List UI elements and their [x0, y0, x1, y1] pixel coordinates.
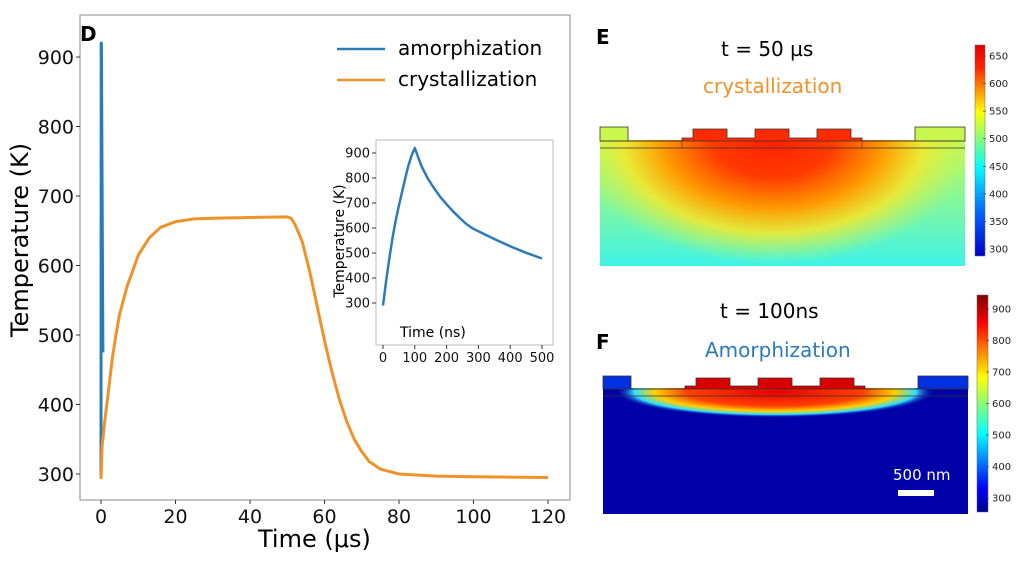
- colorbar-e-tick-label: 450: [989, 162, 1008, 173]
- colorbar-f-tick-label: 300: [992, 494, 1011, 505]
- main-x-tick-label: 40: [238, 506, 262, 528]
- inset-x-tick-label: 200: [434, 351, 459, 366]
- panel-f-time-label: t = 100ns: [720, 299, 819, 323]
- main-x-tick-label: 120: [530, 506, 566, 528]
- inset-y-tick-label: 600: [345, 222, 370, 237]
- main-y-tick-label: 500: [38, 325, 74, 347]
- scale-bar: [898, 490, 934, 496]
- inset-y-tick-label: 300: [345, 297, 370, 312]
- inset-y-tick-label: 400: [345, 272, 370, 287]
- colorbar-e-tick-label: 550: [989, 107, 1008, 118]
- colorbar-e-tick-label: 400: [989, 189, 1008, 200]
- main-series-amorphization-line: [99, 41, 105, 479]
- amorphization-heatmap: 300 400 500 600 700 800 900: [602, 294, 1011, 514]
- colorbar-f-tick-label: 400: [992, 462, 1011, 473]
- colorbar-e-tick-label: 300: [989, 245, 1008, 256]
- inset-x-axis-label: Time (ns): [400, 325, 466, 341]
- main-x-tick-label: 80: [387, 506, 411, 528]
- colorbar-e-tick-label: 600: [989, 79, 1008, 90]
- colorbar-f-tick-label: 700: [992, 368, 1011, 379]
- inset-temperature-plot: 0 100 200 300 400 500 300 400 500 600 700 800 900: [345, 139, 555, 366]
- main-x-tick-label: 100: [455, 506, 491, 528]
- main-series-crystallization-line: [99, 215, 549, 479]
- main-y-tick-label: 800: [38, 116, 74, 138]
- panel-f-process-label: Amorphization: [705, 338, 851, 362]
- colorbar-e-tick-label: 350: [989, 217, 1008, 228]
- inset-series-0-line: [381, 146, 543, 306]
- main-y-tick-label: 900: [38, 47, 74, 69]
- colorbar-e-tick-label: 650: [989, 52, 1008, 63]
- colorbar-f-tick-label: 800: [992, 336, 1011, 347]
- inset-x-tick-label: 500: [530, 351, 555, 366]
- main-x-tick-label: 60: [312, 506, 336, 528]
- inset-x-tick-label: 0: [379, 351, 387, 366]
- inset-y-tick-label: 500: [345, 247, 370, 262]
- colorbar-e: [974, 44, 986, 257]
- main-y-tick-label: 700: [38, 186, 74, 208]
- main-x-tick-label: 0: [95, 506, 107, 528]
- panel-letter-f: F: [596, 330, 610, 354]
- inset-y-axis-label: Temperature (K): [332, 184, 348, 298]
- inset-y-tick-label: 700: [345, 197, 370, 212]
- inset-x-tick-label: 100: [402, 351, 427, 366]
- panel-letter-e: E: [596, 25, 610, 49]
- main-y-tick-label: 400: [38, 394, 74, 416]
- panel-e-process-label: crystallization: [703, 74, 843, 98]
- legend-label-crystallization: crystallization: [398, 67, 538, 91]
- inset-y-tick-label: 800: [345, 172, 370, 187]
- legend-label-amorphization: amorphization: [398, 36, 543, 60]
- inset-x-tick-label: 400: [498, 351, 523, 366]
- colorbar-f-tick-label: 500: [992, 431, 1011, 442]
- main-y-tick-label: 600: [38, 255, 74, 277]
- inset-x-tick-label: 300: [466, 351, 491, 366]
- scale-bar-label: 500 nm: [893, 466, 951, 484]
- main-temperature-plot: 0 20 40 60 80 100 120 300 400 500 600 700 800 900: [38, 14, 571, 528]
- main-y-tick-label: 300: [38, 464, 74, 486]
- colorbar-f-tick-label: 900: [992, 305, 1011, 316]
- inset-frame: [375, 139, 554, 346]
- y-axis-label: Temperature (K): [6, 142, 34, 337]
- colorbar-e-tick-label: 500: [989, 134, 1008, 145]
- x-axis-label: Time (μs): [258, 525, 371, 553]
- inset-y-tick-label: 900: [345, 147, 370, 162]
- main-x-tick-label: 20: [163, 506, 187, 528]
- colorbar-f-tick-label: 600: [992, 399, 1011, 410]
- panel-e-time-label: t = 50 µs: [721, 37, 814, 61]
- panel-letter-d: D: [80, 22, 97, 46]
- crystallization-heatmap: 300 350 400 450 500 550 600 650: [599, 44, 1008, 266]
